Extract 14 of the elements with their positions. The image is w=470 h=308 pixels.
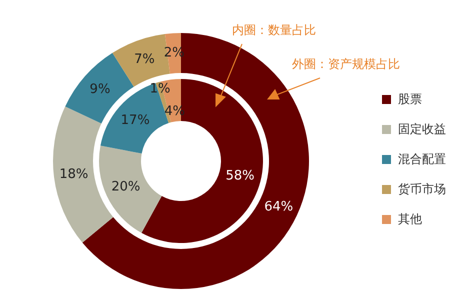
data-label: 18% — [59, 167, 88, 182]
data-label: 17% — [120, 113, 150, 128]
legend-label: 货币市场 — [398, 180, 446, 198]
data-label: 9% — [90, 82, 110, 98]
text: 外圈：资产规模占比 — [292, 56, 400, 73]
legend-label: 混合配置 — [398, 150, 446, 168]
legend-label: 其他 — [398, 210, 422, 228]
data-label: 20% — [111, 179, 140, 194]
legend-label: 固定收益 — [398, 120, 446, 138]
legend-label: 股票 — [398, 90, 422, 108]
data-label: 58% — [226, 168, 255, 184]
data-label: 7% — [134, 52, 155, 67]
data-label: 64% — [264, 199, 294, 214]
text: 内圈：数量占比 — [232, 22, 316, 39]
